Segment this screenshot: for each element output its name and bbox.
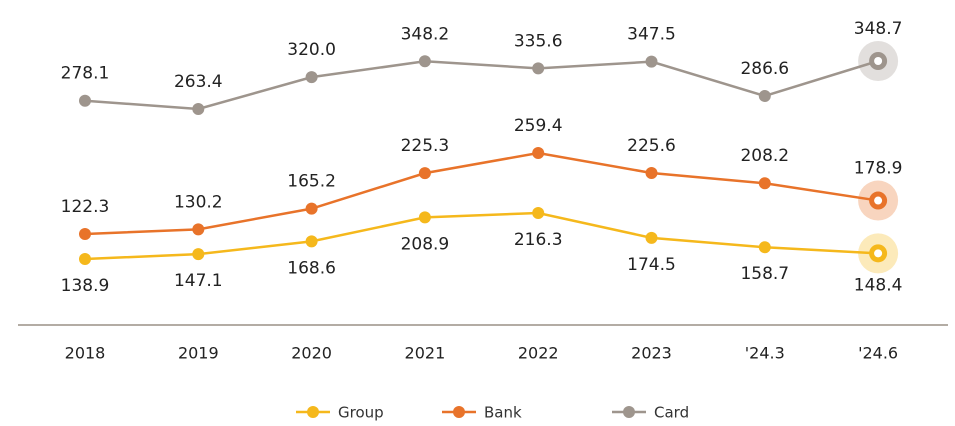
x-tick-label: '24.3 bbox=[745, 344, 785, 363]
point bbox=[418, 167, 431, 180]
legend-label: Group bbox=[338, 404, 384, 422]
value-label: 263.4 bbox=[174, 72, 223, 92]
value-label: 320.0 bbox=[287, 40, 336, 60]
point bbox=[305, 235, 318, 248]
value-label: 178.9 bbox=[854, 159, 903, 179]
value-label: 278.1 bbox=[61, 64, 110, 84]
x-tick-label: 2021 bbox=[405, 344, 446, 363]
point-center bbox=[874, 249, 883, 258]
value-label: 208.9 bbox=[401, 234, 450, 254]
value-label: 286.6 bbox=[740, 59, 789, 79]
x-tick-label: '24.6 bbox=[858, 344, 898, 363]
point bbox=[192, 103, 205, 115]
x-tick-label: 2023 bbox=[631, 344, 672, 363]
point bbox=[418, 55, 431, 68]
point bbox=[758, 89, 771, 102]
value-label: 208.2 bbox=[740, 146, 789, 166]
point bbox=[79, 253, 91, 265]
point bbox=[645, 166, 658, 179]
value-label: 165.2 bbox=[287, 172, 336, 192]
point-center bbox=[874, 57, 883, 65]
value-label: 122.3 bbox=[61, 197, 110, 217]
x-tick-label: 2020 bbox=[291, 344, 332, 363]
value-label: 174.5 bbox=[627, 255, 676, 275]
value-label: 148.4 bbox=[854, 275, 903, 295]
x-tick-label: 2022 bbox=[518, 344, 559, 363]
point bbox=[305, 71, 318, 84]
value-label: 335.6 bbox=[514, 31, 563, 51]
value-label: 168.6 bbox=[287, 258, 336, 278]
value-label: 259.4 bbox=[514, 116, 563, 136]
x-tick-label: 2019 bbox=[178, 344, 219, 363]
point bbox=[305, 202, 318, 215]
point bbox=[192, 223, 205, 236]
line bbox=[84, 211, 879, 261]
legend-label: Bank bbox=[484, 404, 522, 422]
point bbox=[532, 147, 545, 159]
value-label: 348.7 bbox=[854, 19, 903, 39]
legend-marker bbox=[453, 406, 465, 418]
point bbox=[192, 248, 205, 261]
point bbox=[532, 62, 545, 75]
point bbox=[758, 241, 771, 254]
x-tick-label: 2018 bbox=[65, 344, 106, 363]
value-label: 138.9 bbox=[61, 276, 110, 296]
legend-marker bbox=[623, 406, 635, 418]
legend-label: Card bbox=[654, 404, 689, 422]
value-label: 225.6 bbox=[627, 136, 676, 156]
point bbox=[645, 231, 658, 244]
point bbox=[79, 228, 91, 240]
line bbox=[84, 151, 879, 236]
value-label: 347.5 bbox=[627, 25, 676, 45]
point bbox=[418, 211, 431, 224]
value-label: 147.1 bbox=[174, 271, 223, 291]
value-label: 216.3 bbox=[514, 230, 563, 250]
point-center bbox=[874, 196, 883, 205]
point bbox=[758, 177, 771, 190]
point bbox=[532, 207, 545, 219]
line bbox=[84, 59, 879, 111]
value-label: 130.2 bbox=[174, 192, 223, 212]
point bbox=[645, 55, 658, 68]
point bbox=[79, 94, 91, 107]
value-label: 348.2 bbox=[401, 24, 450, 44]
legend-marker bbox=[307, 406, 319, 418]
value-label: 158.7 bbox=[740, 264, 789, 284]
value-label: 225.3 bbox=[401, 136, 450, 156]
